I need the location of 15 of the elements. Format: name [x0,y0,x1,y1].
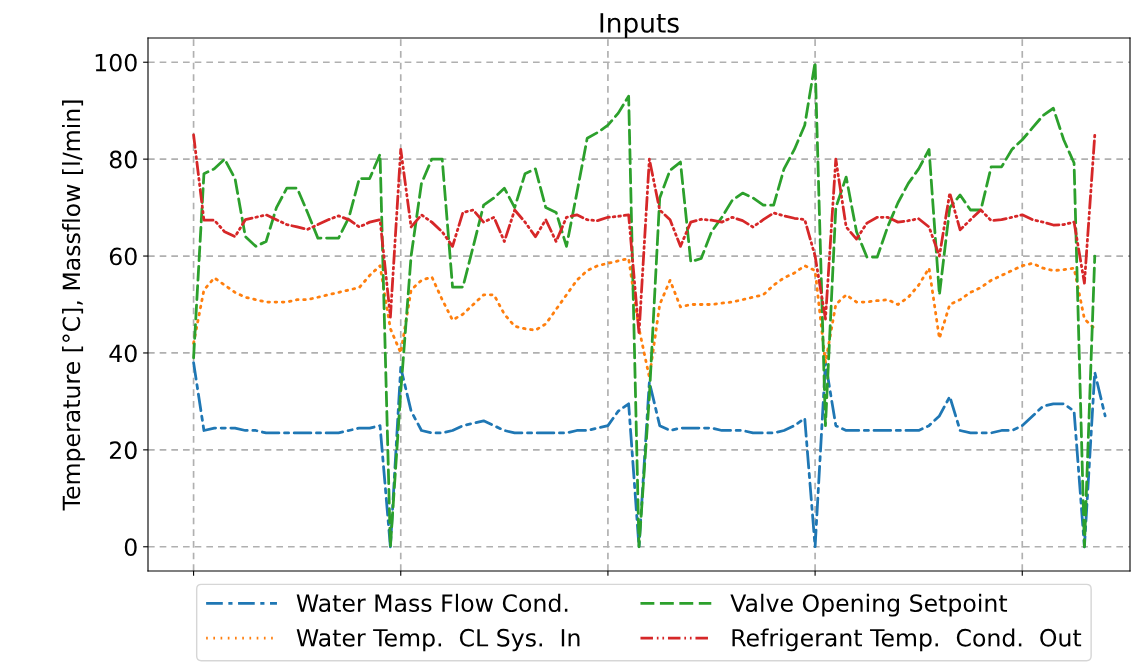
y-tick-label: 100 [95,53,137,72]
legend-label: Water Temp. CL Sys. In [296,628,580,652]
y-tick-label: 40 [109,344,137,363]
line-series [192,60,1097,549]
legend-label: Valve Opening Setpoint [730,593,1008,617]
y-tick-label: 60 [109,247,137,266]
y-axis-title: Temperature [°C], Massflow [l/min] [62,100,85,511]
line-series [192,133,1097,335]
chart-title: Inputs [600,13,679,38]
legend-label: Refrigerant Temp. Cond. Out [732,628,1082,652]
y-tick-label: 80 [109,150,137,169]
y-tick-label: 0 [124,538,137,557]
line-series [192,361,1107,549]
y-tick-label: 20 [109,441,137,460]
legend-label: Water Mass Flow Cond. [296,593,568,613]
